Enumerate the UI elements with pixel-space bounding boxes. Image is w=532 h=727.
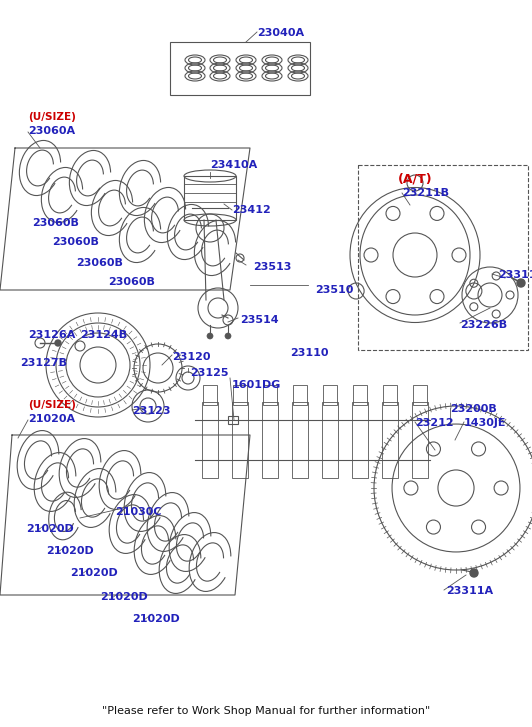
Bar (263, 385, 277, 405)
Text: 23211B: 23211B (402, 188, 449, 198)
Bar (413, 385, 427, 405)
Text: 23125: 23125 (190, 368, 229, 378)
Text: 23510: 23510 (315, 285, 353, 295)
Text: (U/SIZE): (U/SIZE) (28, 400, 76, 410)
Text: 21020D: 21020D (70, 568, 118, 578)
Text: 23412: 23412 (232, 205, 271, 215)
Text: "Please refer to Work Shop Manual for further information": "Please refer to Work Shop Manual for fu… (102, 706, 430, 716)
Text: (U/SIZE): (U/SIZE) (28, 112, 76, 122)
Bar (382, 402, 398, 478)
Text: 23311A: 23311A (446, 586, 493, 596)
Circle shape (225, 333, 231, 339)
Bar (412, 402, 428, 478)
Bar (292, 402, 308, 478)
Text: 23410A: 23410A (210, 160, 257, 170)
Text: 21020A: 21020A (28, 414, 75, 424)
Bar (352, 402, 368, 478)
Text: 1430JE: 1430JE (464, 418, 506, 428)
Text: 23311B: 23311B (498, 270, 532, 280)
Text: 23200B: 23200B (450, 404, 497, 414)
Bar (353, 385, 367, 405)
Text: 21030C: 21030C (115, 507, 162, 517)
Text: 23123: 23123 (132, 406, 170, 416)
Text: 21020D: 21020D (100, 592, 148, 602)
Bar (232, 402, 248, 478)
Text: 23060B: 23060B (108, 277, 155, 287)
Text: 23212: 23212 (415, 418, 454, 428)
Text: 21020D: 21020D (46, 546, 94, 556)
Circle shape (207, 333, 213, 339)
Text: 23226B: 23226B (460, 320, 507, 330)
Bar (170, 42, 310, 95)
Bar (293, 385, 307, 405)
Text: 23060B: 23060B (32, 218, 79, 228)
Circle shape (55, 340, 61, 346)
Bar (358, 165, 528, 350)
Bar (323, 385, 337, 405)
Bar (202, 402, 218, 478)
Text: 23120: 23120 (172, 352, 211, 362)
Text: 23126A: 23126A (28, 330, 76, 340)
Text: 23513: 23513 (253, 262, 292, 272)
Text: (A/T): (A/T) (398, 172, 433, 185)
Bar (262, 402, 278, 478)
Text: 23110: 23110 (290, 348, 328, 358)
Bar (233, 385, 247, 405)
Text: 23124B: 23124B (80, 330, 127, 340)
Text: 23060B: 23060B (52, 237, 99, 247)
Text: 23514: 23514 (240, 315, 279, 325)
Text: 23040A: 23040A (257, 28, 304, 38)
Text: 21020D: 21020D (26, 524, 74, 534)
Text: 23060A: 23060A (28, 126, 75, 136)
Text: 23060B: 23060B (76, 258, 123, 268)
Bar (383, 385, 397, 405)
Text: 1601DG: 1601DG (232, 380, 281, 390)
Bar (203, 385, 217, 405)
Bar (184, 176, 236, 220)
Circle shape (470, 569, 478, 577)
Circle shape (517, 279, 525, 287)
Text: 21020D: 21020D (132, 614, 180, 624)
Text: 23127B: 23127B (20, 358, 67, 368)
Bar (228, 416, 238, 424)
Bar (322, 402, 338, 478)
